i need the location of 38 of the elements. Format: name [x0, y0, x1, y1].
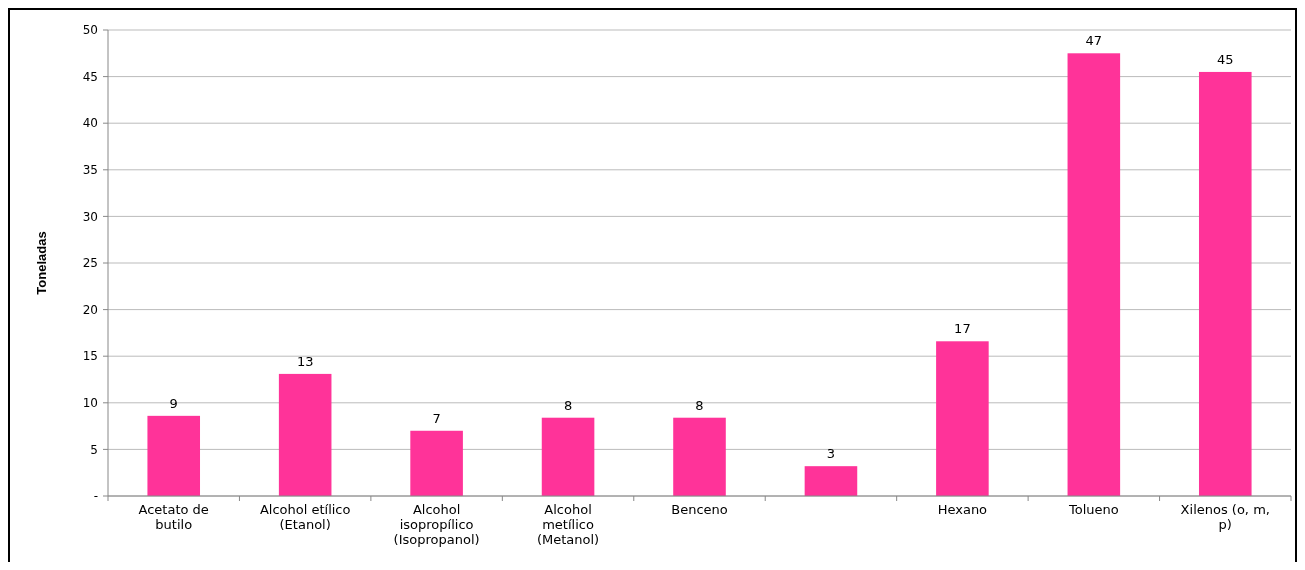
x-tick-label: Hexano — [937, 502, 988, 517]
x-tick-label: Acetato de butilo — [138, 502, 209, 532]
y-tick-label: 35 — [82, 163, 98, 177]
data-label: 8 — [563, 397, 573, 413]
bar — [1067, 53, 1121, 496]
x-tick-label: Xilenos (o, m, p) — [1180, 502, 1270, 532]
data-label: 8 — [695, 397, 704, 413]
y-tick-label: - — [93, 489, 98, 504]
y-tick-label: 10 — [82, 396, 98, 410]
y-tick-label: 25 — [82, 256, 98, 271]
data-label: 17 — [954, 321, 971, 337]
y-tick-label: 30 — [82, 209, 98, 224]
y-axis-title: Toneladas — [34, 231, 49, 295]
x-tick-label: Alcohol metílico (Metanol) — [536, 502, 600, 547]
x-tick-label: Alcohol isopropílico (Isopropanol) — [393, 502, 480, 547]
bar — [541, 417, 595, 496]
x-tick-label: Tolueno — [1067, 502, 1119, 517]
x-tick-label: Benceno — [671, 502, 728, 517]
bar — [1198, 71, 1252, 496]
y-tick-label: 20 — [82, 302, 98, 317]
y-tick-label: 15 — [82, 349, 98, 364]
bar — [804, 466, 858, 496]
bar — [278, 373, 332, 496]
data-label: 7 — [432, 410, 441, 426]
data-label: 45 — [1217, 51, 1234, 67]
bar — [147, 415, 201, 496]
data-label: 3 — [826, 446, 836, 462]
y-tick-label: 45 — [82, 69, 98, 84]
y-tick-label: 50 — [82, 23, 98, 38]
bar — [410, 430, 463, 496]
data-label: 13 — [296, 353, 314, 369]
data-label: 9 — [169, 395, 178, 411]
data-label: 47 — [1085, 33, 1103, 49]
y-tick-label: 5 — [90, 442, 98, 457]
bar — [673, 417, 726, 496]
bar — [936, 341, 989, 496]
x-tick-label: Alcohol etílico (Etanol) — [259, 502, 351, 532]
y-tick-label: 40 — [82, 116, 98, 131]
